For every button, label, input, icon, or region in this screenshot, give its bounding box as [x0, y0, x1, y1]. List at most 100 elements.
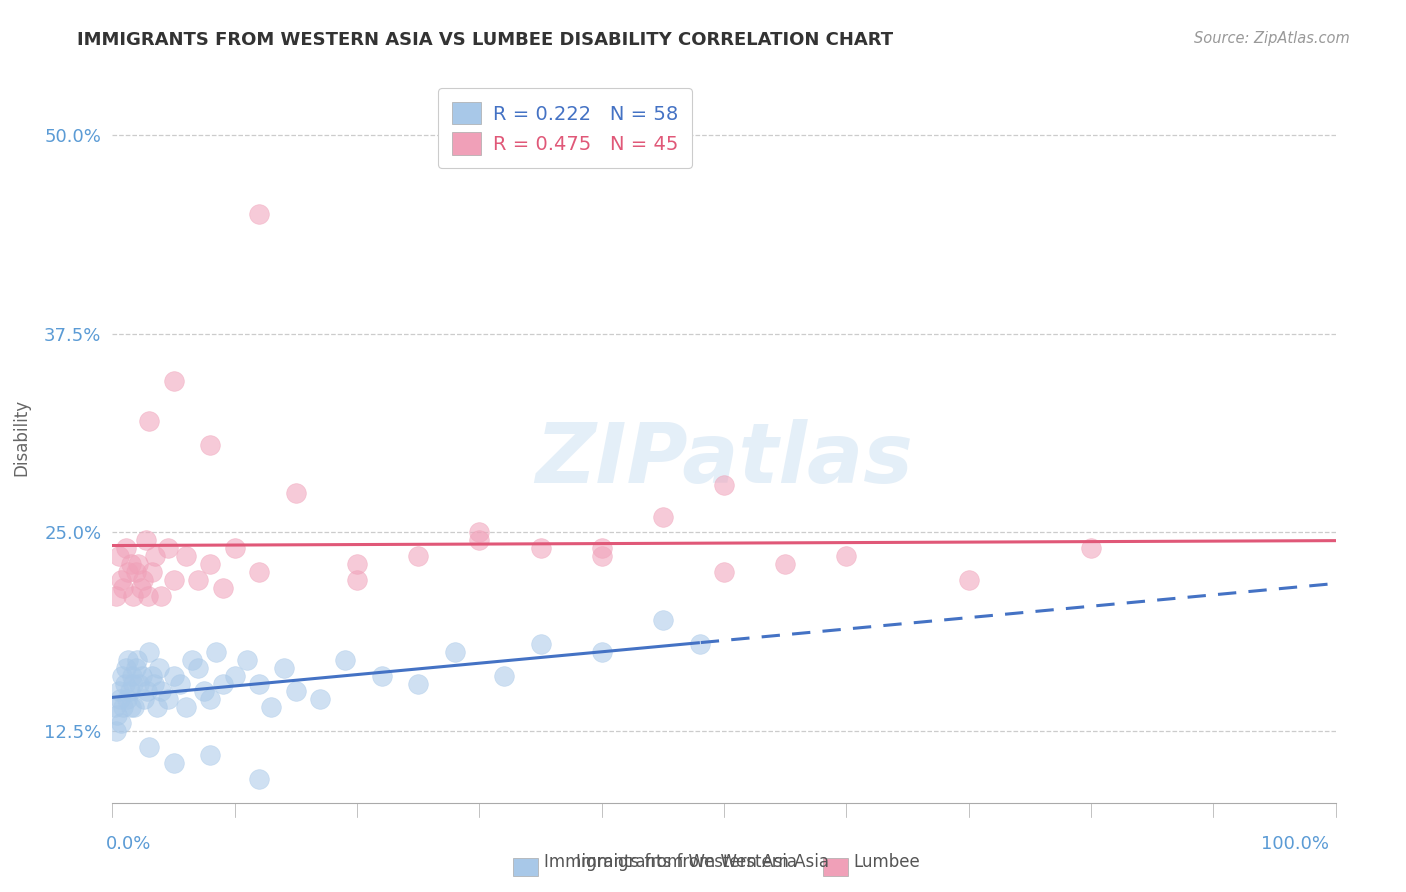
- Point: [163, 573, 186, 587]
- Point: [143, 549, 166, 564]
- Point: [132, 573, 155, 587]
- Text: Source: ZipAtlas.com: Source: ZipAtlas.com: [1194, 31, 1350, 46]
- Point: [713, 566, 735, 580]
- Point: [309, 692, 332, 706]
- Point: [121, 668, 143, 682]
- Point: [120, 558, 142, 572]
- Point: [107, 549, 129, 564]
- Point: [138, 414, 160, 428]
- Point: [408, 549, 430, 564]
- Text: Lumbee: Lumbee: [853, 853, 920, 871]
- Text: 100.0%: 100.0%: [1261, 835, 1329, 853]
- Point: [247, 207, 270, 221]
- Point: [128, 676, 150, 690]
- Point: [284, 684, 308, 698]
- Point: [163, 668, 186, 682]
- Point: [169, 676, 191, 690]
- Point: [247, 772, 270, 786]
- Point: [125, 660, 148, 674]
- Point: [143, 676, 166, 690]
- Point: [122, 589, 145, 603]
- Point: [174, 549, 197, 564]
- Point: [193, 684, 215, 698]
- Point: [138, 645, 160, 659]
- Point: [148, 660, 170, 674]
- Y-axis label: Disability: Disability: [13, 399, 30, 475]
- Point: [652, 613, 675, 627]
- Point: [689, 637, 711, 651]
- Text: Immigrants from Western Asia: Immigrants from Western Asia: [576, 853, 830, 871]
- Point: [408, 676, 430, 690]
- Point: [1080, 541, 1102, 556]
- Point: [110, 716, 132, 731]
- Text: ZIPatlas: ZIPatlas: [536, 418, 912, 500]
- Point: [134, 692, 156, 706]
- Point: [247, 566, 270, 580]
- Point: [141, 668, 163, 682]
- Point: [122, 676, 145, 690]
- Point: [224, 668, 246, 682]
- Point: [346, 558, 368, 572]
- Point: [131, 668, 153, 682]
- Point: [105, 724, 128, 739]
- Point: [115, 692, 138, 706]
- Point: [125, 653, 148, 667]
- Point: [111, 668, 134, 682]
- Point: [114, 676, 136, 690]
- Point: [529, 541, 551, 556]
- Point: [957, 573, 980, 587]
- Point: [118, 684, 141, 698]
- Point: [468, 533, 491, 548]
- Point: [138, 740, 160, 755]
- Point: [187, 573, 209, 587]
- Point: [105, 589, 128, 603]
- Point: [591, 549, 613, 564]
- Point: [713, 477, 735, 491]
- Point: [200, 438, 222, 452]
- Point: [136, 589, 159, 603]
- Legend: R = 0.222   N = 58, R = 0.475   N = 45: R = 0.222 N = 58, R = 0.475 N = 45: [439, 88, 692, 169]
- Point: [129, 581, 152, 595]
- Point: [211, 581, 233, 595]
- Point: [105, 708, 128, 723]
- Point: [236, 653, 259, 667]
- Point: [591, 645, 613, 659]
- Point: [110, 573, 132, 587]
- Point: [145, 700, 167, 714]
- Point: [156, 541, 179, 556]
- Point: [150, 684, 173, 698]
- Point: [112, 581, 135, 595]
- Point: [444, 645, 467, 659]
- Point: [492, 668, 515, 682]
- Point: [260, 700, 283, 714]
- Point: [115, 541, 138, 556]
- Text: Immigrants from Western Asia: Immigrants from Western Asia: [544, 853, 797, 871]
- Text: 0.0%: 0.0%: [105, 835, 150, 853]
- Point: [273, 660, 295, 674]
- Point: [284, 485, 308, 500]
- Point: [156, 692, 179, 706]
- Point: [141, 566, 163, 580]
- Point: [205, 645, 228, 659]
- Point: [224, 541, 246, 556]
- Point: [181, 653, 204, 667]
- Point: [200, 748, 222, 763]
- Point: [652, 509, 675, 524]
- Point: [835, 549, 858, 564]
- Point: [127, 558, 149, 572]
- Point: [107, 684, 129, 698]
- Point: [468, 525, 491, 540]
- Point: [104, 700, 127, 714]
- Point: [163, 756, 186, 770]
- Point: [200, 692, 222, 706]
- Point: [120, 700, 142, 714]
- Point: [117, 653, 139, 667]
- Point: [117, 566, 139, 580]
- Point: [247, 676, 270, 690]
- Point: [591, 541, 613, 556]
- Point: [346, 573, 368, 587]
- Point: [112, 700, 135, 714]
- Point: [125, 566, 148, 580]
- Point: [163, 375, 186, 389]
- Point: [108, 692, 131, 706]
